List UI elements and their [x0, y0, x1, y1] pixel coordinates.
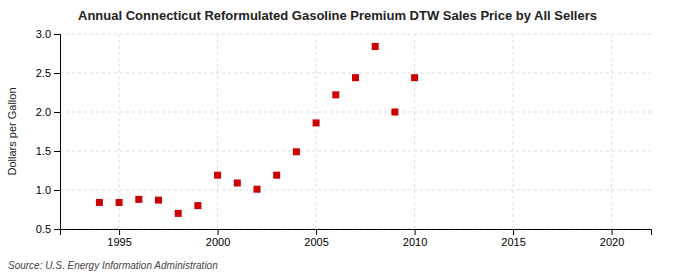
tick: 3.0 — [36, 28, 60, 40]
axis-line — [61, 230, 652, 236]
tick-mark — [415, 229, 416, 235]
tick-mark — [218, 229, 219, 235]
grid-line — [60, 34, 651, 35]
point — [254, 186, 261, 193]
tick-label: 1.5 — [36, 145, 51, 157]
point — [391, 109, 398, 116]
tick-mark — [513, 229, 514, 235]
tick: 1.5 — [36, 145, 60, 157]
point — [135, 196, 142, 203]
point — [372, 43, 379, 50]
point — [214, 172, 221, 179]
source: Source: U.S. Energy Information Administ… — [8, 260, 218, 271]
grid-line — [60, 112, 651, 113]
tick-label: 2000 — [206, 236, 230, 248]
tick: 2010 — [403, 229, 427, 248]
grid-line — [60, 190, 651, 191]
grid-line — [513, 34, 514, 229]
title: Annual Connecticut Reformulated Gasoline… — [78, 8, 597, 23]
grid-line — [316, 34, 317, 229]
tick: 2.5 — [36, 67, 60, 79]
tick-mark — [54, 229, 60, 230]
tick-mark — [54, 73, 60, 74]
tick: 0.5 — [36, 223, 60, 235]
tick: 2000 — [206, 229, 230, 248]
tick-label: 2005 — [304, 236, 328, 248]
tick-mark — [54, 190, 60, 191]
tick-label: 0.5 — [36, 223, 51, 235]
tick-mark — [54, 151, 60, 152]
plot: 1995 2000 2005 2010 2015 2020 0.5 1.0 1.5 2.0 2.5 3… — [36, 28, 652, 248]
point — [175, 210, 182, 217]
tick: 2005 — [304, 229, 328, 248]
chart: 1995 2000 2005 2010 2015 2020 0.5 1.0 1.5 2.0 2.5 3… — [0, 0, 675, 275]
tick-mark — [54, 112, 60, 113]
tick: 2.0 — [36, 106, 60, 118]
tick-label: 2015 — [501, 236, 525, 248]
tick-mark — [119, 229, 120, 235]
grid-line — [60, 73, 651, 74]
point — [332, 91, 339, 98]
tick-label: 2.5 — [36, 67, 51, 79]
y-axis-title: Dollars per Gallon — [6, 87, 18, 175]
tick-mark — [612, 229, 613, 235]
point — [352, 74, 359, 81]
point — [155, 197, 162, 204]
tick-mark — [316, 229, 317, 235]
point — [293, 148, 300, 155]
tick: 1.0 — [36, 184, 60, 196]
point — [234, 179, 241, 186]
tick-label: 2010 — [403, 236, 427, 248]
axis-line — [54, 35, 61, 230]
y-axis: 0.5 1.0 1.5 2.0 2.5 3.0 — [36, 28, 61, 235]
point — [313, 119, 320, 126]
grid-line — [60, 151, 651, 152]
grid-line — [217, 34, 218, 229]
tick: 2015 — [501, 229, 525, 248]
grid-line — [611, 34, 612, 229]
grid — [60, 34, 651, 229]
tick-label: 2020 — [600, 236, 624, 248]
x-axis: 1995 2000 2005 2010 2015 2020 — [61, 229, 652, 248]
tick-mark — [54, 34, 60, 35]
point — [273, 172, 280, 179]
tick-label: 3.0 — [36, 28, 51, 40]
grid-line — [414, 34, 415, 229]
points — [96, 43, 418, 217]
tick-label: 1995 — [107, 236, 131, 248]
tick: 1995 — [107, 229, 131, 248]
point — [194, 202, 201, 209]
point — [411, 74, 418, 81]
tick-label: 2.0 — [36, 106, 51, 118]
point — [96, 199, 103, 206]
tick-label: 1.0 — [36, 184, 51, 196]
point — [116, 199, 123, 206]
tick: 2020 — [600, 229, 624, 248]
